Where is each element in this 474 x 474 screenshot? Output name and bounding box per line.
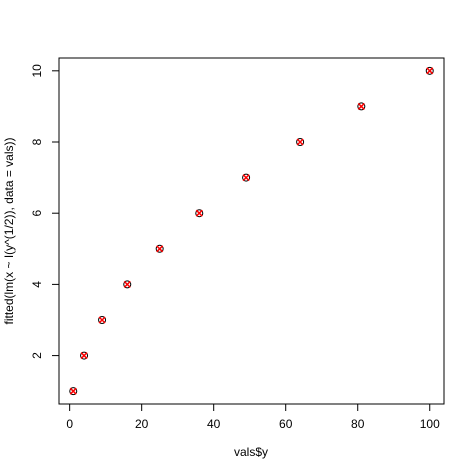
x-tick-label: 20 [135, 417, 149, 431]
point [98, 315, 107, 324]
x-tick-label: 80 [351, 417, 365, 431]
point [123, 280, 131, 288]
plot-box [58, 57, 445, 405]
point [426, 67, 434, 75]
x-tick-label: 60 [279, 417, 293, 431]
x-tick-label: 100 [420, 417, 440, 431]
point [98, 316, 106, 324]
y-axis-label: fitted(lm(x ~ I(y^(1/2)), data = vals)) [2, 137, 16, 324]
point [195, 209, 204, 218]
y-tick-label: 2 [30, 352, 44, 359]
point [69, 387, 77, 395]
point [425, 66, 434, 75]
point [80, 352, 88, 360]
y-tick-label: 10 [30, 64, 44, 78]
point [296, 138, 305, 147]
y-tick-label: 6 [30, 210, 44, 217]
point [155, 244, 164, 253]
point [357, 102, 366, 111]
point [123, 280, 132, 289]
y-tick-label: 4 [30, 281, 44, 288]
x-tick-label: 0 [66, 417, 73, 431]
point [195, 209, 203, 217]
point [156, 245, 164, 253]
x-axis-label: vals$y [234, 445, 268, 459]
point [357, 102, 365, 110]
y-tick-label: 8 [30, 138, 44, 145]
x-tick-label: 40 [207, 417, 221, 431]
point [242, 174, 250, 182]
point [69, 387, 78, 396]
point [296, 138, 304, 146]
point [80, 351, 89, 360]
point [242, 173, 251, 182]
